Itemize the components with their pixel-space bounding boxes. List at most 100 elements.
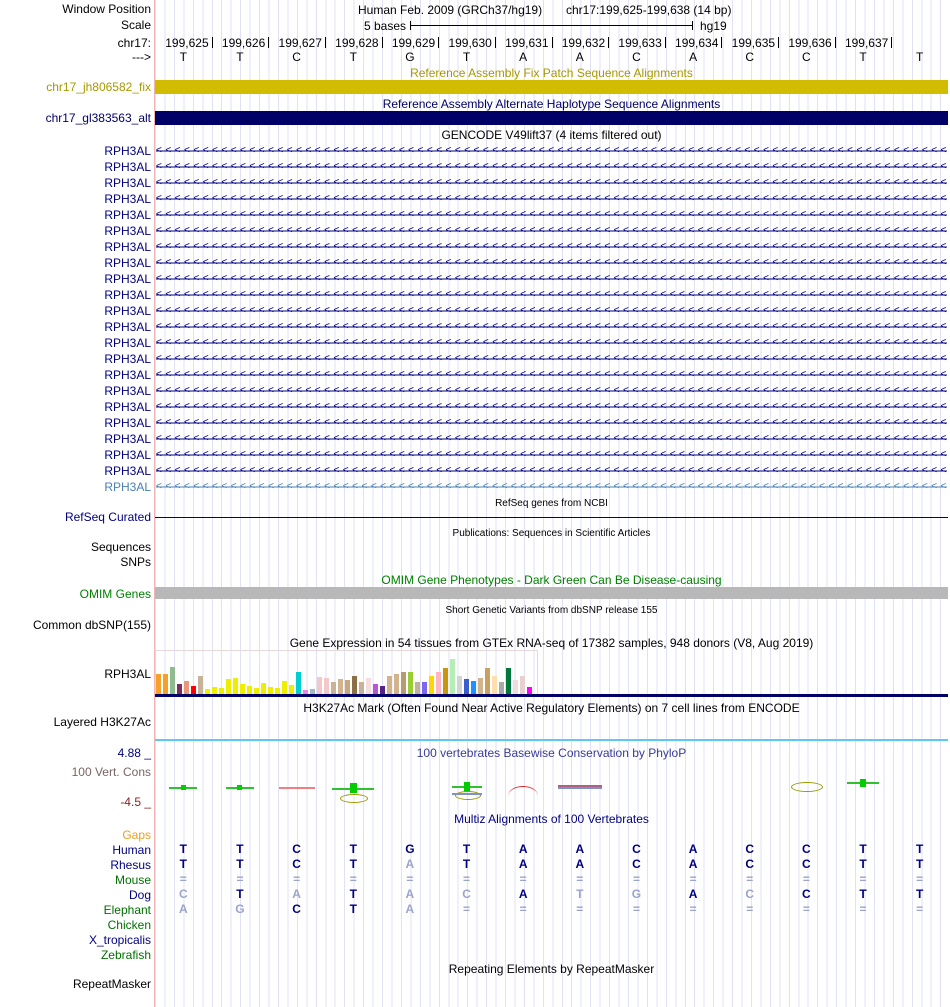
gtex-tissue-bar[interactable]: [261, 683, 266, 694]
gtex-tissue-bar[interactable]: [387, 676, 392, 694]
gene-row-label[interactable]: RPH3AL: [104, 240, 151, 254]
gene-row-label[interactable]: RPH3AL: [104, 176, 151, 190]
track-title-gtex[interactable]: Gene Expression in 54 tissues from GTEx …: [289, 636, 814, 650]
gene-row-label[interactable]: RPH3AL: [104, 288, 151, 302]
gene-row-label[interactable]: RPH3AL: [104, 256, 151, 270]
gtex-tissue-bar[interactable]: [163, 674, 168, 694]
multiz-species-label[interactable]: Chicken: [107, 918, 151, 932]
track-title-omim[interactable]: OMIM Gene Phenotypes - Dark Green Can Be…: [381, 573, 722, 587]
gtex-tissue-bar[interactable]: [198, 676, 203, 694]
gtex-tissue-bar[interactable]: [527, 687, 532, 694]
gene-transcript-row[interactable]: <<<<<<<<<<<<<<<<<<<<<<<<<<<<<<<<<<<<<<<<…: [156, 255, 947, 271]
gene-transcript-row[interactable]: <<<<<<<<<<<<<<<<<<<<<<<<<<<<<<<<<<<<<<<<…: [156, 367, 947, 383]
track-title-fix-patch[interactable]: Reference Assembly Fix Patch Sequence Al…: [410, 66, 693, 80]
track-label-snps[interactable]: SNPs: [120, 555, 151, 569]
fix-patch-alignment-bar[interactable]: [155, 80, 948, 94]
gtex-tissue-bar[interactable]: [429, 676, 434, 694]
track-label-repeatmasker[interactable]: RepeatMasker: [72, 977, 151, 991]
gtex-tissue-bar[interactable]: [513, 680, 518, 694]
gene-row-label[interactable]: RPH3AL: [104, 448, 151, 462]
gene-transcript-row[interactable]: <<<<<<<<<<<<<<<<<<<<<<<<<<<<<<<<<<<<<<<<…: [156, 303, 947, 319]
gtex-tissue-bar[interactable]: [478, 678, 483, 694]
track-title-publications[interactable]: Publications: Sequences in Scientific Ar…: [452, 528, 651, 539]
gtex-tissue-bar[interactable]: [352, 676, 357, 694]
gtex-tissue-bar[interactable]: [303, 690, 308, 694]
gene-row-label[interactable]: RPH3AL: [104, 432, 151, 446]
gene-transcript-row[interactable]: <<<<<<<<<<<<<<<<<<<<<<<<<<<<<<<<<<<<<<<<…: [156, 383, 947, 399]
multiz-species-label[interactable]: Rhesus: [110, 858, 151, 872]
track-label-omim[interactable]: OMIM Genes: [79, 587, 151, 601]
gtex-tissue-bar[interactable]: [296, 672, 301, 694]
gtex-tissue-bar[interactable]: [219, 688, 224, 694]
gtex-tissue-bar[interactable]: [324, 678, 329, 694]
gene-row-label[interactable]: RPH3AL: [104, 192, 151, 206]
gtex-tissue-bar[interactable]: [254, 688, 259, 694]
track-label-phylop[interactable]: 100 Vert. Cons: [71, 765, 151, 779]
gene-row-label[interactable]: RPH3AL: [104, 480, 151, 494]
track-title-h3k27ac[interactable]: H3K27Ac Mark (Often Found Near Active Re…: [303, 701, 800, 715]
gtex-tissue-bar[interactable]: [471, 681, 476, 694]
gtex-tissue-bar[interactable]: [422, 682, 427, 694]
alt-haplotype-alignment-bar[interactable]: [155, 111, 948, 125]
gene-row-label[interactable]: RPH3AL: [104, 320, 151, 334]
gene-transcript-row[interactable]: <<<<<<<<<<<<<<<<<<<<<<<<<<<<<<<<<<<<<<<<…: [156, 159, 947, 175]
gtex-tissue-bar[interactable]: [499, 682, 504, 694]
gene-transcript-row[interactable]: <<<<<<<<<<<<<<<<<<<<<<<<<<<<<<<<<<<<<<<<…: [156, 207, 947, 223]
gtex-tissue-bar[interactable]: [247, 686, 252, 694]
track-label-dbsnp[interactable]: Common dbSNP(155): [32, 618, 151, 632]
gene-transcript-row[interactable]: <<<<<<<<<<<<<<<<<<<<<<<<<<<<<<<<<<<<<<<<…: [156, 191, 947, 207]
gtex-tissue-bar[interactable]: [373, 684, 378, 694]
multiz-species-label[interactable]: Dog: [128, 888, 151, 902]
gtex-tissue-bar[interactable]: [310, 689, 315, 694]
refseq-curated-line[interactable]: [155, 517, 948, 518]
gtex-tissue-bar[interactable]: [338, 679, 343, 694]
gtex-tissue-bar[interactable]: [233, 678, 238, 694]
gene-transcript-row[interactable]: <<<<<<<<<<<<<<<<<<<<<<<<<<<<<<<<<<<<<<<<…: [156, 447, 947, 463]
gtex-tissue-bar[interactable]: [212, 687, 217, 694]
gene-transcript-row[interactable]: <<<<<<<<<<<<<<<<<<<<<<<<<<<<<<<<<<<<<<<<…: [156, 335, 947, 351]
gtex-tissue-bar[interactable]: [380, 686, 385, 694]
gtex-tissue-bar[interactable]: [205, 689, 210, 694]
gene-row-label[interactable]: RPH3AL: [104, 272, 151, 286]
gtex-tissue-bar[interactable]: [485, 668, 490, 694]
gtex-tissue-bar[interactable]: [415, 682, 420, 694]
gtex-tissue-bar[interactable]: [282, 681, 287, 694]
gtex-tissue-bar[interactable]: [366, 678, 371, 694]
gene-row-label[interactable]: RPH3AL: [104, 352, 151, 366]
track-title-repeatmasker[interactable]: Repeating Elements by RepeatMasker: [448, 962, 655, 976]
multiz-species-label[interactable]: Elephant: [103, 903, 151, 917]
gtex-tissue-bar[interactable]: [331, 682, 336, 694]
omim-genes-bar[interactable]: [155, 587, 948, 599]
gene-row-label[interactable]: RPH3AL: [104, 224, 151, 238]
gene-transcript-row[interactable]: <<<<<<<<<<<<<<<<<<<<<<<<<<<<<<<<<<<<<<<<…: [156, 239, 947, 255]
gene-transcript-row[interactable]: <<<<<<<<<<<<<<<<<<<<<<<<<<<<<<<<<<<<<<<<…: [156, 431, 947, 447]
gtex-tissue-bar[interactable]: [436, 672, 441, 694]
gtex-tissue-bar[interactable]: [359, 682, 364, 694]
track-label-refseq-curated[interactable]: RefSeq Curated: [64, 510, 151, 524]
gene-transcript-row[interactable]: <<<<<<<<<<<<<<<<<<<<<<<<<<<<<<<<<<<<<<<<…: [156, 175, 947, 191]
gene-transcript-row[interactable]: <<<<<<<<<<<<<<<<<<<<<<<<<<<<<<<<<<<<<<<<…: [156, 287, 947, 303]
gtex-tissue-bar[interactable]: [184, 681, 189, 694]
gtex-tissue-bar[interactable]: [492, 676, 497, 694]
gtex-tissue-bar[interactable]: [177, 684, 182, 694]
gene-transcript-row[interactable]: <<<<<<<<<<<<<<<<<<<<<<<<<<<<<<<<<<<<<<<<…: [156, 463, 947, 479]
track-label-h3k27ac[interactable]: Layered H3K27Ac: [53, 715, 151, 729]
gtex-tissue-bar[interactable]: [520, 676, 525, 694]
gtex-tissue-bar[interactable]: [268, 687, 273, 694]
multiz-species-label[interactable]: Zebrafish: [100, 948, 151, 962]
multiz-species-label[interactable]: Human: [112, 843, 151, 857]
gtex-tissue-bar[interactable]: [226, 679, 231, 694]
multiz-species-label[interactable]: Mouse: [114, 873, 151, 887]
track-title-phylop[interactable]: 100 vertebrates Basewise Conservation by…: [416, 746, 687, 760]
track-title-refseq[interactable]: RefSeq genes from NCBI: [495, 498, 608, 509]
gene-row-label[interactable]: RPH3AL: [104, 368, 151, 382]
gtex-tissue-bar[interactable]: [317, 677, 322, 694]
gtex-tissue-bar[interactable]: [457, 676, 462, 694]
gene-transcript-row[interactable]: <<<<<<<<<<<<<<<<<<<<<<<<<<<<<<<<<<<<<<<<…: [156, 319, 947, 335]
gene-transcript-row[interactable]: <<<<<<<<<<<<<<<<<<<<<<<<<<<<<<<<<<<<<<<<…: [156, 399, 947, 415]
gtex-tissue-bar[interactable]: [289, 685, 294, 694]
gtex-tissue-bar[interactable]: [156, 674, 161, 694]
gene-row-label[interactable]: RPH3AL: [104, 208, 151, 222]
gtex-tissue-bar[interactable]: [450, 659, 455, 694]
gene-transcript-row[interactable]: <<<<<<<<<<<<<<<<<<<<<<<<<<<<<<<<<<<<<<<<…: [156, 223, 947, 239]
